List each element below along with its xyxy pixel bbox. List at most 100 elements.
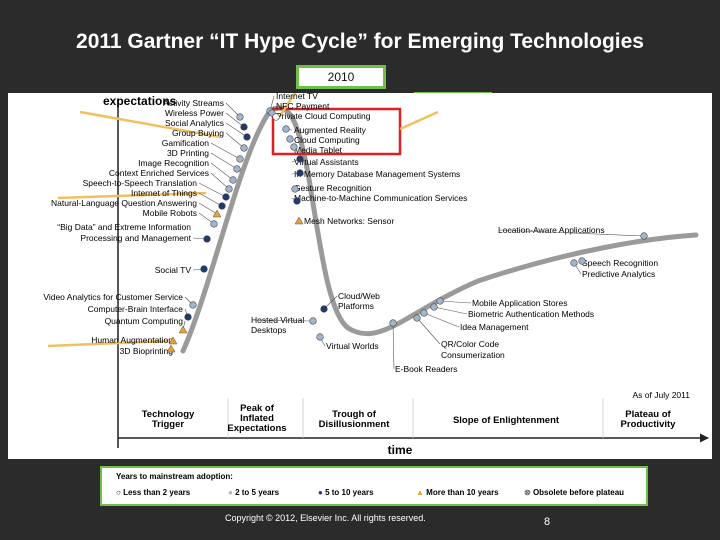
marker-circle [578,257,586,265]
as-of-note: As of July 2011 [633,390,691,400]
technology-label: Speech-to-Speech Translation [83,178,198,188]
technology-label: Media Tablet [294,145,343,155]
leader-line [210,152,238,170]
technology-label: Desktops [251,325,286,335]
technology-label: Biometric Authentication Methods [468,309,594,319]
marker-triangle [294,216,304,225]
marker-circle [222,193,230,201]
marker-circle [320,305,328,313]
technology-label: Location-Aware Applications [498,225,605,235]
marker-triangle [168,336,178,345]
marker-circle [218,202,226,210]
marker-triangle [212,209,222,218]
hype-cycle-chart: expectations time As of July 2011 Technolog… [8,78,712,459]
marker-circle [436,297,444,305]
marker-triangle [166,344,176,353]
marker-circle [240,144,248,152]
technology-label: “Big Data” and Extreme Information [57,222,191,232]
technology-label: Augmented Reality [294,125,367,135]
phase-label: Inflated [240,413,274,424]
marker-circle [316,333,324,341]
phase-label: Productivity [621,419,677,430]
phase-label: Technology [142,409,195,420]
legend-symbol-white-circle: ○ [116,488,121,497]
marker-circle [236,155,244,163]
technology-label: Machine-to-Machine Communication Service… [294,193,467,203]
technology-label: Idea Management [460,322,529,332]
marker-circle [640,232,648,240]
marker-circle [189,301,197,309]
callout-line-2007 [47,339,169,348]
phase-label: Plateau of [625,409,671,420]
legend-symbol-dark-circle: ● [318,488,323,497]
technology-label: Gamification [162,138,210,148]
technology-label: Natural-Language Question Answering [51,198,197,208]
marker-circle [236,113,244,121]
leader-line [416,317,441,345]
legend-item-obsolete: ⊗ Obsolete before plateau [524,488,625,497]
legend-item-gt10: ▲ More than 10 years [416,488,499,497]
callout-line-2009 [79,110,221,139]
leader-line [433,306,468,315]
marker-circle [291,185,299,193]
technology-label: Human Augmentation [91,335,173,345]
leader-line [198,202,218,215]
marker-circle [293,197,301,205]
leader-line [210,172,230,190]
leader-line [210,162,234,181]
technology-label: Activity Streams [163,98,224,108]
callout-line-2011 [399,110,439,131]
legend-symbol-x: ⊗ [524,488,531,497]
technology-label: Consumerization [441,350,505,360]
marker-circle [430,303,438,311]
technology-label: In-Memory Database Management Systems [294,169,460,179]
y-axis-label: expectations [103,94,177,108]
marker-circle [570,259,578,267]
technology-label: Gesture Recognition [294,183,372,193]
marker-circle [229,176,237,184]
technology-label: QR/Color Code [441,339,499,349]
phase-label: Slope of Enlightenment [453,415,560,426]
marker-circle [200,265,208,273]
technology-label: Image Recognition [138,158,209,168]
technology-label: Virtual Worlds [326,341,379,351]
hype-cycle-svg: expectations time As of July 2011 Technolog… [43,78,709,457]
marker-circle [240,123,248,131]
marker-circle [296,155,304,163]
slide-title: 2011 Gartner “IT Hype Cycle” for Emergin… [76,30,644,53]
highlight-box-2011 [271,107,402,156]
leader-line [225,132,245,149]
leader-line [251,319,314,322]
legend-item-2to5: ● 2 to 5 years [228,488,280,497]
technology-label: NFC Payment [276,101,330,111]
phase-label: Expectations [227,423,286,434]
legend-title: Years to mainstream adoption: [116,472,233,481]
marker-circle [225,185,233,193]
phase-label: Disillusionment [319,419,391,430]
leader-line [225,122,248,138]
legend-item-5to10: ● 5 to 10 years [318,488,374,497]
legend-symbol-light-circle: ● [228,488,233,497]
marker-circle [413,314,421,322]
marker-circle [210,220,218,228]
leader-line [423,312,460,328]
page-number: 8 [544,516,551,528]
phase-label: Trigger [152,419,185,430]
technology-label: Video Analytics for Customer Service [43,292,183,302]
marker-circle [203,235,211,243]
technology-label: Hosted Virtual [251,315,304,325]
technology-label: Computer-Brain Interface [88,304,184,314]
marker-circle [309,317,317,325]
phase-label: Peak of [240,403,275,414]
leader-line [498,229,645,237]
marker-circle [296,169,304,177]
legend-item-lt2: ○ Less than 2 years [116,488,191,497]
copyright-text: Copyright © 2012, Elsevier Inc. All righ… [225,513,426,523]
marker-circle [290,143,298,151]
legend-symbol-triangle: ▲ [416,488,424,497]
marker-circle [282,125,290,133]
callout-2010: 2010 [296,65,386,89]
marker-circle [233,165,241,173]
technology-label: Virtual Assistants [294,157,359,167]
technology-label: Social TV [155,265,192,275]
